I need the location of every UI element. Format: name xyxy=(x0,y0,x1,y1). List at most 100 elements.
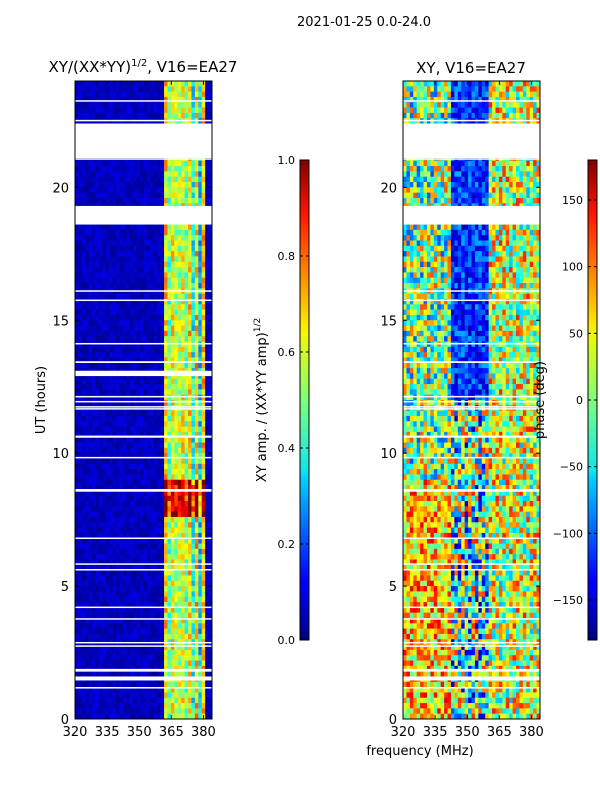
heatmap-cell xyxy=(150,283,155,289)
heatmap-cell xyxy=(160,692,165,699)
heatmap-cell xyxy=(95,703,100,709)
heatmap-cell xyxy=(198,591,203,598)
heatmap-cell xyxy=(450,86,455,93)
heatmap-cell xyxy=(122,309,127,316)
heatmap-cell xyxy=(116,283,120,289)
heatmap-cell xyxy=(105,171,110,178)
heatmap-cell xyxy=(205,687,209,693)
heatmap-cell xyxy=(174,346,179,353)
heatmap-cell xyxy=(133,644,138,651)
heatmap-cell xyxy=(75,283,79,289)
heatmap-cell xyxy=(129,112,134,119)
heatmap-cell xyxy=(75,160,79,167)
heatmap-cell xyxy=(119,400,124,406)
heatmap-cell xyxy=(150,708,155,715)
heatmap-cell xyxy=(81,506,86,513)
heatmap-cell xyxy=(194,362,199,369)
heatmap-cell xyxy=(122,187,127,194)
heatmap-cell xyxy=(188,304,192,311)
heatmap-cell xyxy=(78,346,83,353)
heatmap-cell xyxy=(133,485,138,491)
flagged-gap-line xyxy=(75,400,212,403)
heatmap-cell xyxy=(146,469,151,475)
heatmap-cell xyxy=(177,681,182,688)
heatmap-cell xyxy=(184,580,189,587)
heatmap-cell xyxy=(205,575,209,582)
heatmap-cell xyxy=(98,469,103,475)
heatmap-cell xyxy=(92,501,96,507)
heatmap-cell xyxy=(122,474,127,481)
heatmap-cell xyxy=(160,261,165,268)
heatmap-cell xyxy=(174,320,179,326)
left-colorbar-gradient xyxy=(299,159,310,641)
heatmap-cell xyxy=(109,352,114,358)
heatmap-cell xyxy=(112,421,117,427)
heatmap-cell xyxy=(81,703,86,709)
heatmap-cell xyxy=(188,437,192,443)
heatmap-cell xyxy=(170,623,175,630)
heatmap-cell xyxy=(126,415,131,422)
heatmap-cell xyxy=(105,671,110,677)
heatmap-cell xyxy=(119,570,124,576)
heatmap-cell xyxy=(81,107,86,114)
heatmap-cell xyxy=(437,86,442,93)
heatmap-cell xyxy=(177,580,182,587)
heatmap-cell xyxy=(150,469,155,475)
heatmap-cell xyxy=(112,485,117,491)
heatmap-cell xyxy=(88,506,93,513)
heatmap-cell xyxy=(164,362,168,369)
heatmap-cell xyxy=(150,91,155,98)
heatmap-cell xyxy=(102,309,107,316)
heatmap-cell xyxy=(188,485,192,491)
heatmap-cell xyxy=(184,538,189,544)
heatmap-cell xyxy=(191,660,196,667)
heatmap-cell xyxy=(194,261,199,268)
heatmap-cell xyxy=(205,633,209,640)
heatmap-cell xyxy=(160,176,165,183)
heatmap-cell xyxy=(143,649,148,656)
heatmap-cell xyxy=(133,107,138,114)
heatmap-cell xyxy=(136,336,141,342)
heatmap-cell xyxy=(498,86,503,93)
heatmap-cell xyxy=(92,628,96,635)
heatmap-cell xyxy=(95,442,100,449)
heatmap-cell xyxy=(468,81,472,87)
heatmap-cell xyxy=(136,474,141,481)
heatmap-cell xyxy=(191,623,196,630)
heatmap-cell xyxy=(205,564,209,571)
heatmap-cell xyxy=(201,559,206,566)
heatmap-cell xyxy=(150,506,155,513)
heatmap-cell xyxy=(88,612,93,619)
heatmap-cell xyxy=(181,538,185,544)
heatmap-cell xyxy=(181,612,185,619)
heatmap-cell xyxy=(140,415,144,422)
heatmap-cell xyxy=(153,617,158,624)
heatmap-cell xyxy=(170,229,175,236)
heatmap-cell xyxy=(75,474,79,481)
heatmap-cell xyxy=(170,479,175,486)
heatmap-cell xyxy=(191,703,196,709)
heatmap-cell xyxy=(75,564,79,571)
heatmap-cell xyxy=(143,447,148,454)
heatmap-cell xyxy=(170,384,175,390)
heatmap-cell xyxy=(112,474,117,481)
heatmap-cell xyxy=(98,543,103,550)
heatmap-cell xyxy=(160,655,165,661)
heatmap-cell xyxy=(81,586,86,592)
heatmap-cell xyxy=(112,389,117,396)
heatmap-cell xyxy=(188,256,192,263)
heatmap-cell xyxy=(143,612,148,619)
heatmap-cell xyxy=(92,644,96,651)
heatmap-cell xyxy=(102,628,107,635)
heatmap-cell xyxy=(143,474,148,481)
heatmap-cell xyxy=(160,314,165,321)
heatmap-cell xyxy=(146,554,151,560)
heatmap-cell xyxy=(174,586,179,592)
heatmap-cell xyxy=(136,272,141,279)
heatmap-cell xyxy=(78,703,83,709)
heatmap-cell xyxy=(122,176,127,183)
heatmap-cell xyxy=(85,660,90,667)
heatmap-cell xyxy=(112,458,117,465)
left-title-suffix: , V16=EA27 xyxy=(147,58,237,76)
heatmap-cell xyxy=(126,623,131,630)
